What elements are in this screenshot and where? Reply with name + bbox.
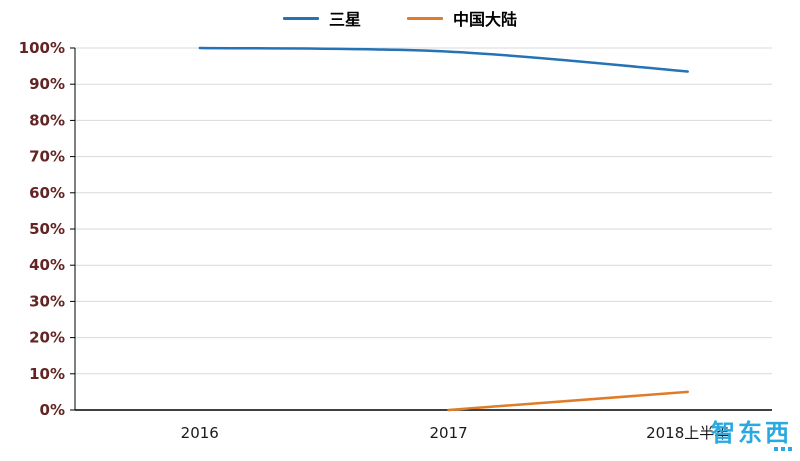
y-tick-label: 50% bbox=[29, 220, 65, 238]
legend-item-1: 中国大陆 bbox=[407, 6, 517, 30]
chart-legend: 三星 中国大陆 bbox=[0, 6, 800, 30]
y-tick-label: 80% bbox=[29, 111, 65, 129]
y-tick-label: 0% bbox=[40, 401, 65, 419]
series-line-1 bbox=[447, 390, 689, 412]
legend-label: 中国大陆 bbox=[453, 10, 518, 29]
y-tick-label: 10% bbox=[29, 365, 65, 383]
x-axis-label: 2018上半年 bbox=[646, 424, 729, 442]
y-tick-label: 60% bbox=[29, 184, 65, 202]
legend-item-0: 三星 bbox=[282, 6, 361, 30]
legend-line-swatch bbox=[282, 16, 319, 20]
watermark-logo: 智东西 bbox=[711, 421, 792, 451]
y-tick-label: 20% bbox=[29, 329, 65, 347]
x-axis-label: 2017 bbox=[429, 424, 467, 442]
watermark-text: 智东西 bbox=[711, 419, 792, 447]
legend-label: 三星 bbox=[328, 10, 361, 29]
series-line-0 bbox=[198, 46, 689, 73]
legend-line-swatch bbox=[407, 16, 443, 20]
y-tick-label: 90% bbox=[29, 75, 65, 93]
x-axis-label: 2016 bbox=[181, 424, 219, 442]
y-tick-label: 40% bbox=[29, 256, 65, 274]
y-tick-label: 100% bbox=[19, 39, 65, 57]
y-tick-label: 70% bbox=[29, 148, 65, 166]
y-tick-label: 30% bbox=[29, 292, 65, 310]
watermark-dots bbox=[711, 447, 792, 451]
